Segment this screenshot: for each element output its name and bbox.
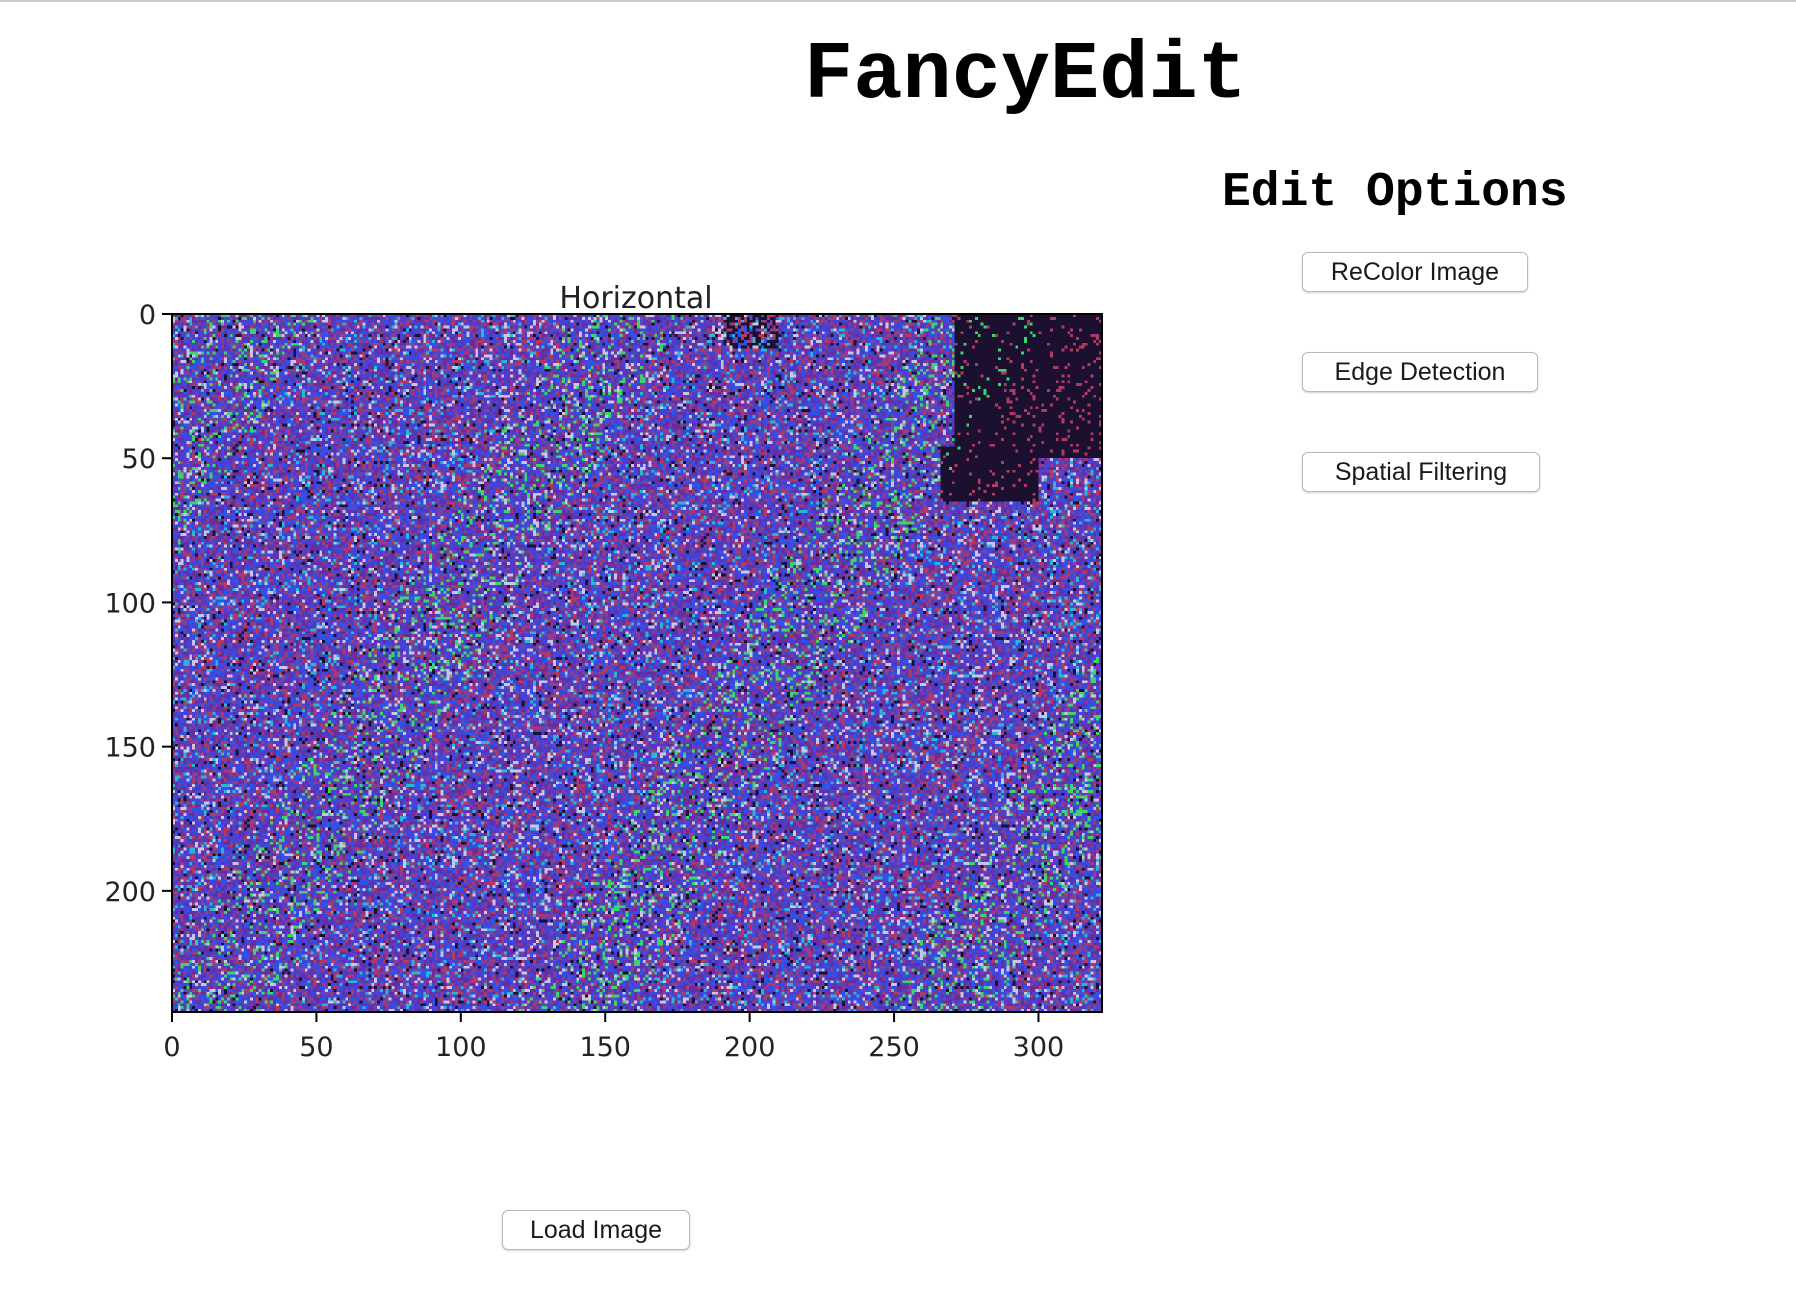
x-tick-label: 150 — [579, 1032, 631, 1063]
x-tick-label: 200 — [724, 1032, 776, 1063]
y-axis: 0 50 100 150 200 — [104, 300, 172, 908]
y-tick-label: 50 — [122, 444, 156, 475]
x-axis: 0 50 100 150 200 250 300 — [163, 1012, 1064, 1063]
x-tick-label: 100 — [435, 1032, 487, 1063]
y-tick-label: 100 — [104, 588, 156, 619]
y-tick-label: 150 — [104, 733, 156, 764]
x-tick-label: 250 — [868, 1032, 920, 1063]
edge-image-raster — [172, 314, 1102, 1012]
edit-options-heading: Edit Options — [1222, 166, 1568, 220]
y-tick-label: 200 — [104, 877, 156, 908]
x-tick-label: 300 — [1013, 1032, 1065, 1063]
edge-detection-button[interactable]: Edge Detection — [1302, 352, 1538, 392]
image-plot: Horizontal 0 50 100 150 200 250 300 0 50 100 150 2… — [104, 281, 1103, 1063]
image-figure: Horizontal 0 50 100 150 200 250 300 0 50 100 150 2… — [0, 252, 1140, 1072]
edge-image — [172, 314, 1102, 1012]
recolor-image-button[interactable]: ReColor Image — [1302, 252, 1528, 292]
x-tick-label: 50 — [299, 1032, 333, 1063]
plot-title: Horizontal — [559, 281, 712, 316]
load-image-button[interactable]: Load Image — [502, 1210, 690, 1250]
app-title: FancyEdit — [804, 29, 1247, 122]
plot-frame — [171, 313, 1103, 1013]
x-tick-label: 0 — [163, 1032, 180, 1063]
y-tick-label: 0 — [139, 300, 156, 331]
spatial-filtering-button[interactable]: Spatial Filtering — [1302, 452, 1540, 492]
